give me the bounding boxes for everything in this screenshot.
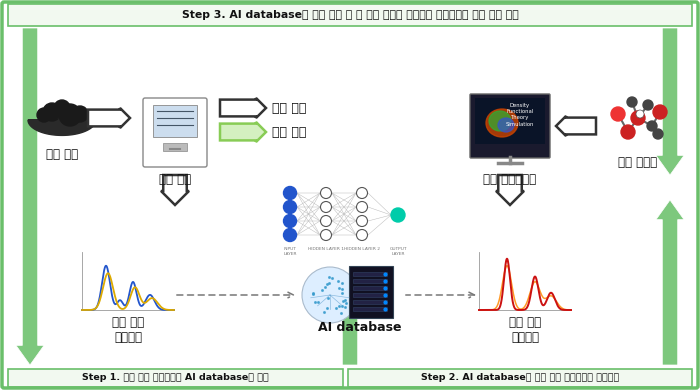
FancyBboxPatch shape <box>8 369 343 387</box>
Circle shape <box>356 229 368 241</box>
Circle shape <box>643 100 653 110</box>
Bar <box>353 279 387 283</box>
Polygon shape <box>656 200 684 365</box>
Text: 분석 장비: 분석 장비 <box>159 173 191 186</box>
Circle shape <box>621 125 635 139</box>
Circle shape <box>72 106 88 122</box>
Circle shape <box>43 103 61 121</box>
Text: OUTPUT
LAYER: OUTPUT LAYER <box>389 247 407 255</box>
Ellipse shape <box>489 111 511 131</box>
Bar <box>353 307 387 311</box>
Ellipse shape <box>486 109 518 137</box>
Circle shape <box>653 105 667 119</box>
FancyBboxPatch shape <box>143 98 207 167</box>
Circle shape <box>653 129 663 139</box>
Circle shape <box>356 216 368 227</box>
Text: 현재 기술: 현재 기술 <box>272 101 307 115</box>
Text: AI database: AI database <box>318 321 402 334</box>
Text: INPUT
LAYER: INPUT LAYER <box>284 247 297 255</box>
Polygon shape <box>496 175 524 205</box>
Ellipse shape <box>498 118 514 132</box>
FancyBboxPatch shape <box>348 369 692 387</box>
Polygon shape <box>220 98 266 118</box>
Circle shape <box>356 188 368 199</box>
Text: Step 1. 실제 시료 스펙트럼을 AI database에 대입: Step 1. 실제 시료 스펙트럼을 AI database에 대입 <box>82 374 268 383</box>
Circle shape <box>631 111 645 125</box>
Polygon shape <box>88 108 130 128</box>
FancyBboxPatch shape <box>153 105 197 137</box>
FancyBboxPatch shape <box>349 266 393 318</box>
Text: 계산 시뮤레이션: 계산 시뮤레이션 <box>484 173 537 186</box>
Polygon shape <box>336 295 364 365</box>
Circle shape <box>302 267 358 323</box>
Circle shape <box>284 200 297 213</box>
Circle shape <box>391 208 405 222</box>
Circle shape <box>59 104 81 126</box>
Circle shape <box>321 188 332 199</box>
Text: HIDDEN LAYER 2: HIDDEN LAYER 2 <box>344 247 380 251</box>
Bar <box>353 300 387 304</box>
Bar <box>163 143 187 151</box>
Circle shape <box>284 229 297 241</box>
Circle shape <box>627 97 637 107</box>
Bar <box>353 286 387 290</box>
Circle shape <box>611 107 625 121</box>
Circle shape <box>356 202 368 213</box>
Circle shape <box>647 121 657 131</box>
Text: 실제 시료: 실제 시료 <box>46 148 78 161</box>
Polygon shape <box>656 28 684 175</box>
FancyBboxPatch shape <box>470 94 550 158</box>
Circle shape <box>284 186 297 200</box>
Text: 구조 모델링: 구조 모델링 <box>618 156 657 169</box>
Circle shape <box>321 229 332 241</box>
Text: Density
Functional
Theory
Simulation: Density Functional Theory Simulation <box>506 103 534 127</box>
Polygon shape <box>220 122 266 142</box>
Bar <box>353 272 387 276</box>
Circle shape <box>321 216 332 227</box>
FancyBboxPatch shape <box>8 4 692 26</box>
Polygon shape <box>28 120 96 135</box>
Text: HIDDEN LAYER 1: HIDDEN LAYER 1 <box>308 247 344 251</box>
Bar <box>475 98 545 144</box>
Text: Step 2. AI database의 구조 계산 스펙트럼과 비교분석: Step 2. AI database의 구조 계산 스펙트럼과 비교분석 <box>421 374 619 383</box>
Circle shape <box>37 108 51 122</box>
Circle shape <box>54 100 70 116</box>
Polygon shape <box>556 116 596 136</box>
Text: 실제 시료
스펙트럼: 실제 시료 스펙트럼 <box>112 316 144 344</box>
Text: 향후 기술: 향후 기술 <box>272 126 307 138</box>
Polygon shape <box>16 28 44 365</box>
Bar <box>353 293 387 297</box>
Text: Step 3. AI database의 머신 러닝 및 딛 러닝 기술을 적용하여 실제시료의 분자 구조 예측: Step 3. AI database의 머신 러닝 및 딛 러닝 기술을 적용… <box>181 10 519 20</box>
Text: 구조 계산
스펙트럼: 구조 계산 스펙트럼 <box>509 316 541 344</box>
Circle shape <box>321 202 332 213</box>
Polygon shape <box>161 175 189 205</box>
Circle shape <box>284 215 297 227</box>
Circle shape <box>636 110 644 118</box>
